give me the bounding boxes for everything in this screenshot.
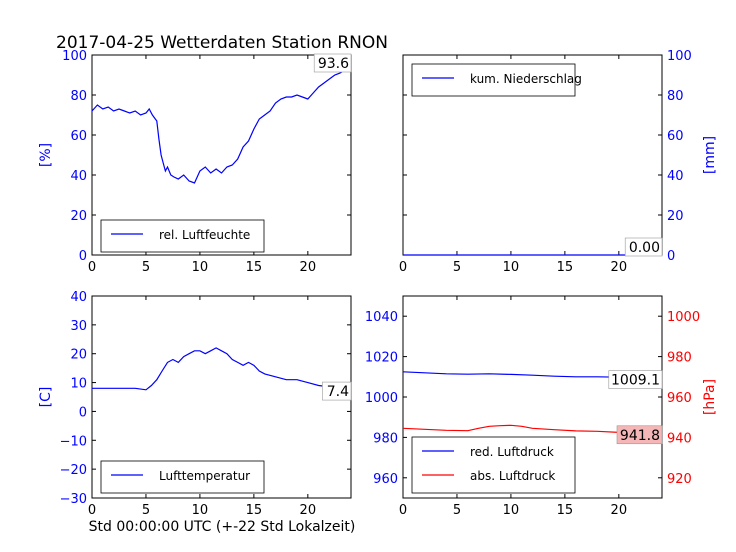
last-value-box [608,370,663,389]
legend: rel. Luftfeuchte [100,219,265,253]
panel-humidity: 0 5 10 15 20 0 20 40 60 80 100 [%] rel. Luftfeuchte 9… [38,49,352,275]
x-tick-label: 20 [611,503,628,518]
x-tick-label: 0 [399,503,407,518]
x-tick-label: 5 [453,503,461,518]
x-tick-label: 15 [557,260,574,275]
legend: red. Luftdruck abs. Luftdruck [411,436,576,494]
panel-pressure: 0 5 10 15 20 960 980 1000 1020 1040 920 940 960 980 10… [365,295,718,518]
x-tick-label: 15 [246,260,263,275]
legend-label: abs. Luftdruck [470,469,555,483]
x-tick-label: 10 [503,503,520,518]
y-axis-label: [hPa] [702,379,718,415]
axes-frame [91,54,352,256]
y-tick-label: 0 [79,405,87,420]
y-tick-label: 960 [667,391,692,406]
y-axis-label: [C] [38,387,54,408]
legend: kum. Niederschlag [411,63,582,97]
y-tick-label: 80 [667,89,684,104]
x-tick-label: 10 [192,503,209,518]
y-tick-label: 0 [79,249,87,264]
last-value-box [322,381,352,401]
x-tick-label: 20 [300,503,317,518]
y-tick-label: 1000 [667,310,700,325]
legend-box [411,63,576,97]
y-tick-label: 40 [667,169,684,184]
series-line-0 [91,67,352,184]
y-tick-label: −10 [60,434,87,449]
legend: Lufttemperatur [100,460,265,494]
y-tick-label: 60 [70,129,87,144]
y-tick-label: 100 [62,49,87,64]
legend-box [411,436,576,494]
last-value-box [616,425,663,445]
y-tick-label: 10 [70,377,87,392]
y-tick-label: 20 [667,209,684,224]
y-tick-label: −20 [60,463,87,478]
x-tick-label: 10 [192,260,209,275]
figure-title: 2017-04-25 Wetterdaten Station RNON [56,33,388,53]
series-line-0 [92,347,352,391]
x-tick-label: 5 [142,503,150,518]
y-tick-label: 40 [70,169,87,184]
y-tick-label: 1040 [365,310,398,325]
legend-label: kum. Niederschlag [470,72,582,86]
last-value-label: 1009.1 [611,373,660,389]
x-tick-label: 0 [88,503,96,518]
last-value-label: 93.6 [318,56,349,72]
x-tick-label: 20 [611,260,628,275]
x-tick-label: 10 [503,260,520,275]
x-tick-label: 0 [88,260,96,275]
y-tick-label: 0 [667,249,675,264]
last-value-label: 7.4 [327,384,349,400]
legend-label: rel. Luftfeuchte [159,228,250,242]
x-tick-label: 15 [246,503,263,518]
last-value-label: 941.8 [620,428,660,444]
last-value-box [313,53,352,73]
y-tick-label: 960 [373,472,398,487]
y-axis-label: [%] [38,143,54,167]
panel-temperature: 0 5 10 15 20 −30 −20 −10 0 10 20 30 40 [C] Lufttempera… [38,290,352,518]
y-tick-label: 60 [667,129,684,144]
y-tick-label: 20 [70,209,87,224]
legend-box [100,460,265,494]
y-tick-label: 20 [70,348,87,363]
series-line-1 [402,424,663,435]
x-tick-label: 5 [142,260,150,275]
y-tick-label: 920 [667,472,692,487]
y-tick-label: −30 [60,492,87,507]
y-tick-label: 1020 [365,351,398,366]
figure-xlabel: Std 00:00:00 UTC (+-22 Std Lokalzeit) [89,519,356,535]
y-tick-label: 100 [667,49,692,64]
last-value-box [624,237,663,257]
legend-label: red. Luftdruck [470,445,554,459]
y-tick-label: 40 [70,290,87,305]
legend-box [100,219,265,253]
x-tick-label: 0 [399,260,407,275]
y-axis-label: [mm] [702,136,718,174]
y-tick-label: 30 [70,319,87,334]
y-tick-label: 940 [667,431,692,446]
x-tick-label: 20 [300,260,317,275]
legend-label: Lufttemperatur [159,469,250,483]
last-value-label: 0.00 [629,240,660,256]
y-tick-label: 80 [70,89,87,104]
panel-precipitation: 0 5 10 15 20 0 20 40 60 80 100 [mm] kum. Niederschla… [399,49,718,275]
x-tick-label: 15 [557,503,574,518]
y-tick-label: 980 [667,351,692,366]
y-tick-label: 980 [373,431,398,446]
y-tick-label: 1000 [365,391,398,406]
x-tick-label: 5 [453,260,461,275]
